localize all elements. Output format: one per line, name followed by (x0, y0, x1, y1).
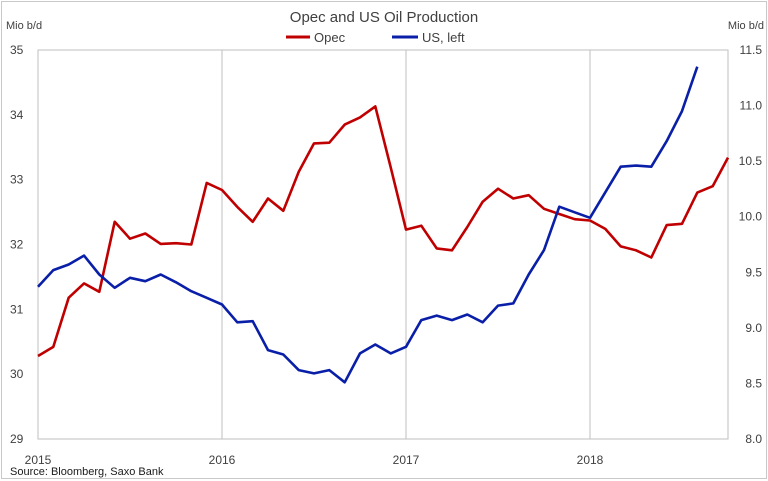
right-tick-label: 9.5 (745, 265, 762, 279)
series-line-opec (37, 105, 730, 358)
right-tick-label: 8.5 (745, 376, 762, 390)
left-tick-label: 30 (10, 367, 24, 381)
plot-area (37, 49, 729, 440)
left-tick-label: 32 (10, 238, 24, 252)
x-tick-label: 2018 (577, 453, 604, 467)
left-tick-label: 35 (10, 43, 24, 57)
chart-title: Opec and US Oil Production (290, 9, 478, 26)
gridlines (221, 50, 591, 439)
source-note: Source: Bloomberg, Saxo Bank (10, 466, 164, 478)
left-tick-label: 29 (10, 432, 24, 446)
x-axis: 2015 2016 2017 2018 (25, 453, 604, 467)
right-tick-label: 8.0 (745, 432, 762, 446)
right-axis: 8.0 8.5 9.0 9.5 10.0 10.5 11.0 11.5 (739, 43, 763, 446)
right-tick-label: 11.0 (740, 99, 763, 113)
legend-label-us: US, left (422, 30, 465, 45)
x-tick-label: 2015 (25, 453, 52, 467)
left-axis: 29 30 31 32 33 34 35 (10, 43, 24, 446)
legend: Opec US, left (286, 30, 465, 45)
x-tick-label: 2016 (209, 453, 236, 467)
series-line-us (37, 66, 699, 384)
left-tick-label: 33 (10, 173, 24, 187)
left-tick-label: 34 (10, 108, 24, 122)
right-tick-label: 9.0 (745, 321, 762, 335)
right-tick-label: 11.5 (740, 43, 763, 57)
legend-label-opec: Opec (314, 30, 346, 45)
series-layer (37, 66, 730, 384)
right-tick-label: 10.5 (739, 154, 763, 168)
left-axis-unit: Mio b/d (6, 20, 42, 32)
x-tick-label: 2017 (393, 453, 420, 467)
right-tick-label: 10.0 (739, 210, 763, 224)
left-tick-label: 31 (10, 302, 24, 316)
right-axis-unit: Mio b/d (728, 20, 764, 32)
